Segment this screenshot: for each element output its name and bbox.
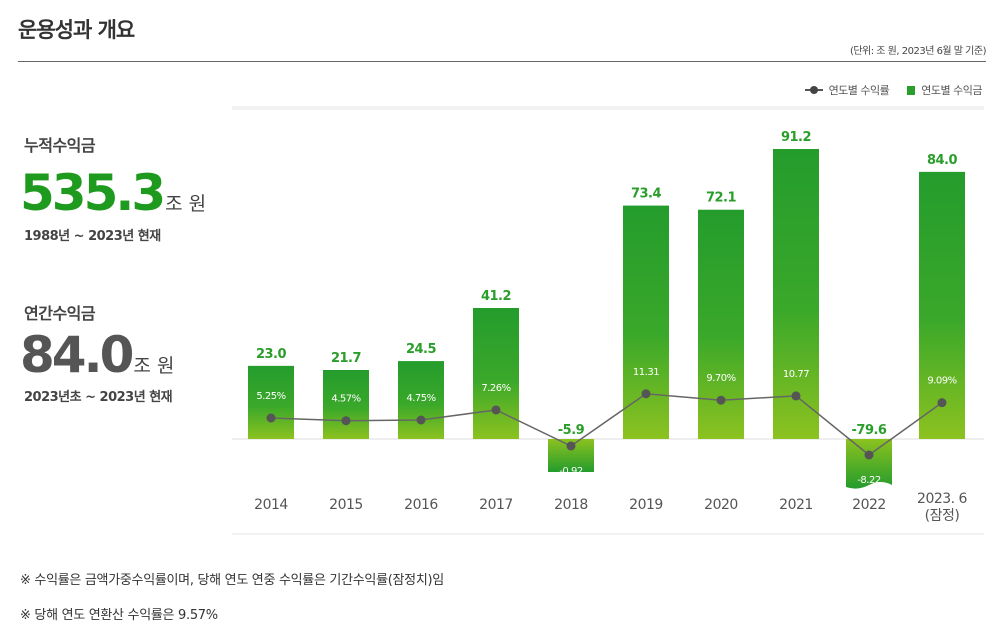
x-tick-label: 2014 — [254, 497, 288, 513]
annual-number: 84.0 — [20, 326, 134, 384]
x-tick-label: 2015 — [329, 497, 363, 513]
return-rate-point — [641, 389, 651, 399]
return-rate-label: 7.26% — [481, 383, 510, 394]
bar-value-label: 24.5 — [406, 342, 437, 357]
bar-value-label: 73.4 — [631, 187, 662, 202]
return-rate-label: -0.92 — [559, 466, 583, 477]
chart-top-band — [232, 106, 984, 110]
bar-value-label: 21.7 — [331, 351, 362, 366]
bar-value-label: 23.0 — [256, 347, 287, 362]
divider — [18, 61, 986, 62]
return-rate-label: 4.57% — [331, 394, 360, 405]
bar-value-label: 84.0 — [927, 153, 958, 168]
return-rate-point — [491, 405, 501, 415]
return-rate-point — [266, 413, 276, 423]
square-marker-icon — [907, 85, 916, 95]
return-rate-line — [270, 392, 943, 456]
bar-8 — [846, 439, 892, 489]
return-rate-point — [716, 395, 726, 405]
cumulative-number: 535.3 — [20, 164, 166, 222]
bar-0 — [248, 365, 294, 439]
cumulative-label: 누적수익금 — [24, 136, 96, 155]
bar-value-label: -5.9 — [558, 423, 585, 438]
x-tick-label: 2020 — [704, 497, 738, 513]
bar-value-label: 91.2 — [781, 130, 811, 145]
chart-legend: 연도별 수익률 연도별 수익금 — [804, 82, 982, 98]
cumulative-range: 1988년 ~ 2023년 현재 — [24, 229, 161, 244]
bar-9 — [919, 171, 965, 439]
return-rate-point — [791, 391, 801, 401]
bar-7 — [773, 148, 819, 439]
return-rate-label: 5.25% — [256, 391, 285, 402]
x-tick-label: 2016 — [404, 497, 438, 513]
legend-item-profit: 연도별 수익금 — [907, 82, 982, 98]
cumulative-unit: 조 원 — [165, 193, 207, 215]
return-rate-label: 10.77 — [783, 369, 809, 380]
annual-unit: 조 원 — [133, 355, 175, 377]
x-tick-label: 2021 — [779, 497, 813, 513]
x-tick-label: 2023. 6 (잠정) — [917, 491, 968, 524]
return-rate-label: 11.31 — [633, 367, 659, 378]
annual-label: 연간수익금 — [24, 304, 96, 323]
bar-3 — [473, 307, 519, 439]
line-marker-icon — [804, 86, 823, 94]
legend-label: 연도별 수익금 — [921, 84, 982, 97]
annual-value: 84.0 조 원 — [20, 330, 174, 380]
footnote: ※ 수익률은 금액가중수익률이며, 당해 연도 연중 수익률은 기간수익률(잠정… — [20, 573, 444, 588]
footnote: ※ 당해 연도 연환산 수익률은 9.57% — [20, 608, 218, 623]
return-rate-point — [864, 450, 874, 460]
bar-2 — [398, 361, 444, 439]
x-tick-label: 2022 — [852, 497, 886, 513]
x-tick-label: 2017 — [479, 497, 513, 513]
legend-item-return-rate: 연도별 수익률 — [804, 82, 890, 98]
return-rate-point — [341, 416, 351, 426]
bar-1 — [323, 369, 369, 439]
return-rate-label: 9.70% — [706, 373, 735, 384]
legend-label: 연도별 수익률 — [828, 84, 890, 97]
bar-value-label: -79.6 — [852, 423, 887, 438]
x-tick-sublabel: (잠정) — [925, 508, 960, 524]
cumulative-value: 535.3 조 원 — [20, 168, 206, 218]
x-tick-label: 2019 — [629, 497, 663, 513]
x-tick-label: 2018 — [554, 497, 588, 513]
return-rate-label: 4.75% — [406, 393, 435, 404]
page-title: 운용성과 개요 — [18, 18, 135, 42]
return-rate-point — [416, 415, 426, 425]
annual-range: 2023년초 ~ 2023년 현재 — [24, 390, 173, 405]
bar-5 — [623, 205, 669, 439]
return-rate-label: -8.22 — [857, 475, 881, 486]
bar-value-label: 41.2 — [481, 289, 511, 304]
return-rate-point — [566, 441, 576, 451]
bar-value-label: 72.1 — [706, 191, 737, 206]
return-rate-point — [937, 398, 947, 408]
unit-note: (단위: 조 원, 2023년 6월 말 기준) — [849, 46, 987, 57]
return-rate-label: 9.09% — [927, 376, 956, 387]
